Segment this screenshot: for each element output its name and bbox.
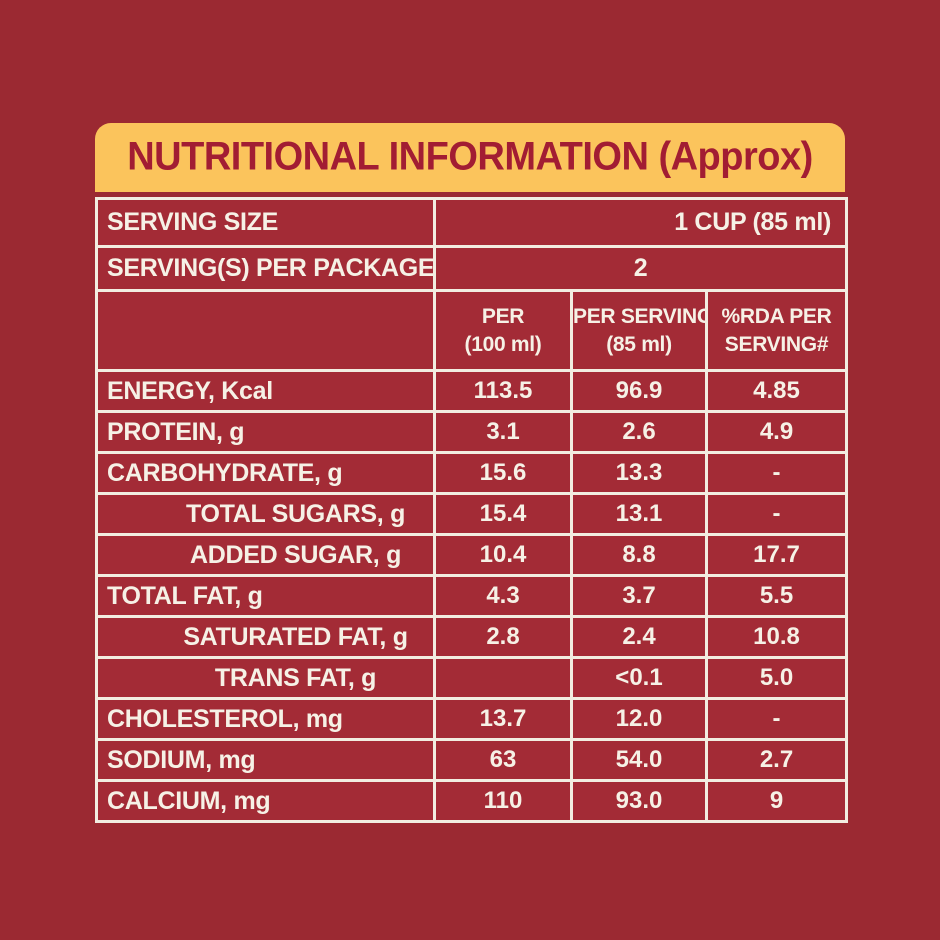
servings-per-package-row: SERVING(S) PER PACKAGE 2 [95,245,848,292]
serving-size-row: SERVING SIZE 1 CUP (85 ml) [95,197,848,248]
column-header-line: (85 ml) [606,332,672,356]
rda-value: 4.85 [705,369,848,413]
rda-value: - [705,492,848,536]
nutrition-panel: NUTRITIONAL INFORMATION (Approx) SERVING… [95,123,848,823]
per-serving-value: 13.3 [570,451,708,495]
per-100ml-value: 4.3 [433,574,573,618]
column-header-line: PER SERVING [573,305,707,329]
column-header-line: (100 ml) [464,332,542,356]
nutrient-row-protein: PROTEIN, g 3.1 2.6 4.9 [95,410,848,454]
nutrient-label: CHOLESTEROL, mg [95,697,436,741]
nutrient-row-saturated-fat: SATURATED FAT, g 2.8 2.4 10.8 [95,615,848,659]
column-header-line: PER [481,305,525,329]
serving-size-label: SERVING SIZE [95,197,436,248]
nutrient-row-cholesterol: CHOLESTEROL, mg 13.7 12.0 - [95,697,848,741]
nutrient-label: TRANS FAT, g [95,656,436,700]
servings-per-package-label: SERVING(S) PER PACKAGE [95,245,436,292]
nutrient-row-calcium: CALCIUM, mg 110 93.0 9 [95,779,848,823]
per-100ml-value: 113.5 [433,369,573,413]
column-header-per-serving: PER SERVING (85 ml) [570,289,708,372]
nutrient-label: SATURATED FAT, g [95,615,436,659]
nutrient-row-total-sugars: TOTAL SUGARS, g 15.4 13.1 - [95,492,848,536]
nutrient-label: CARBOHYDRATE, g [95,451,436,495]
column-header-row: PER (100 ml) PER SERVING (85 ml) %RDA PE… [95,289,848,372]
nutrition-table: SERVING SIZE 1 CUP (85 ml) SERVING(S) PE… [95,197,848,823]
rda-value: 9 [705,779,848,823]
per-100ml-value: 15.4 [433,492,573,536]
rda-value: 10.8 [705,615,848,659]
per-serving-value: 2.4 [570,615,708,659]
servings-per-package-value: 2 [433,245,848,292]
column-header-line: SERVING# [724,332,829,356]
nutrient-row-carbohydrate: CARBOHYDRATE, g 15.6 13.3 - [95,451,848,495]
rda-value: 5.0 [705,656,848,700]
per-100ml-value: 13.7 [433,697,573,741]
empty-header-cell [95,289,436,372]
per-100ml-value: 10.4 [433,533,573,577]
nutrient-row-added-sugar: ADDED SUGAR, g 10.4 8.8 17.7 [95,533,848,577]
per-serving-value: 93.0 [570,779,708,823]
nutrient-label: SODIUM, mg [95,738,436,782]
nutrient-label: ENERGY, Kcal [95,369,436,413]
per-serving-value: 12.0 [570,697,708,741]
nutrient-row-sodium: SODIUM, mg 63 54.0 2.7 [95,738,848,782]
per-100ml-value: 110 [433,779,573,823]
per-serving-value: 54.0 [570,738,708,782]
nutrient-label: PROTEIN, g [95,410,436,454]
nutrient-row-energy: ENERGY, Kcal 113.5 96.9 4.85 [95,369,848,413]
per-100ml-value: 63 [433,738,573,782]
nutrient-label: CALCIUM, mg [95,779,436,823]
rda-value: - [705,697,848,741]
panel-title-bar: NUTRITIONAL INFORMATION (Approx) [95,123,845,192]
per-serving-value: 2.6 [570,410,708,454]
per-serving-value: 96.9 [570,369,708,413]
nutrient-label: TOTAL SUGARS, g [95,492,436,536]
nutrient-label: TOTAL FAT, g [95,574,436,618]
nutrient-label: ADDED SUGAR, g [95,533,436,577]
panel-title: NUTRITIONAL INFORMATION (Approx) [127,134,813,180]
column-header-rda: %RDA PER SERVING# [705,289,848,372]
nutrient-row-trans-fat: TRANS FAT, g <0.1 5.0 [95,656,848,700]
per-100ml-value: 15.6 [433,451,573,495]
serving-size-value: 1 CUP (85 ml) [433,197,848,248]
rda-value: 17.7 [705,533,848,577]
per-serving-value: 8.8 [570,533,708,577]
rda-value: 4.9 [705,410,848,454]
per-100ml-value [433,656,573,700]
nutrient-row-total-fat: TOTAL FAT, g 4.3 3.7 5.5 [95,574,848,618]
per-serving-value: 3.7 [570,574,708,618]
column-header-line: %RDA PER [721,305,832,329]
column-header-per-100ml: PER (100 ml) [433,289,573,372]
per-serving-value: 13.1 [570,492,708,536]
rda-value: 2.7 [705,738,848,782]
per-100ml-value: 2.8 [433,615,573,659]
rda-value: 5.5 [705,574,848,618]
per-100ml-value: 3.1 [433,410,573,454]
rda-value: - [705,451,848,495]
per-serving-value: <0.1 [570,656,708,700]
